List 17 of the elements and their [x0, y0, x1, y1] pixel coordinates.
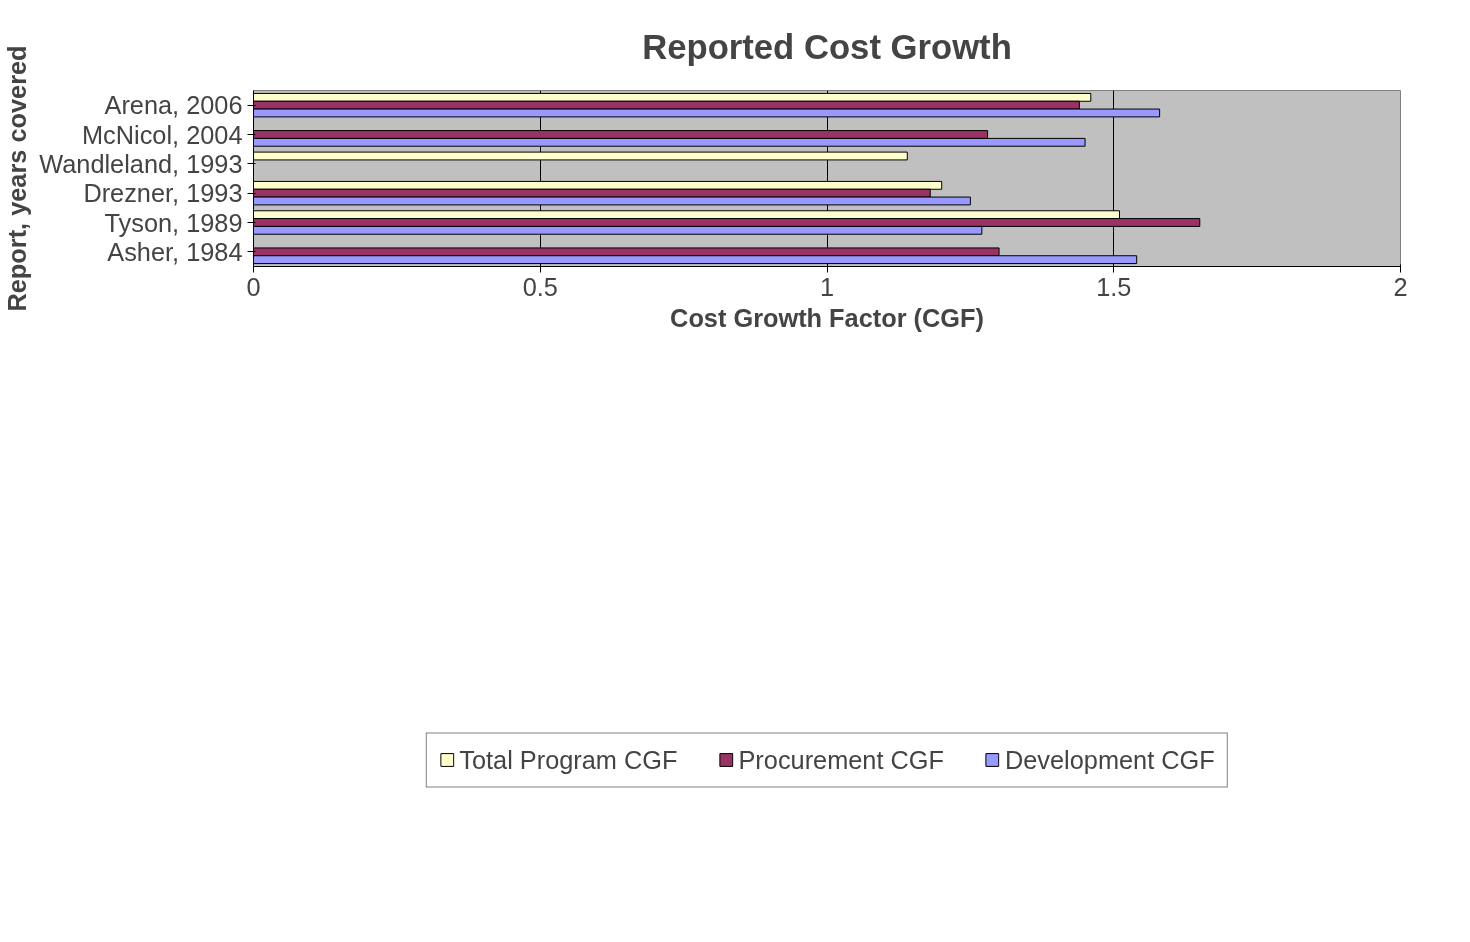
legend-label: Total Program CGF [459, 745, 678, 775]
y-tick-label: Tyson, 1989 [104, 208, 243, 237]
y-tick-label: Arena, 2006 [104, 91, 243, 120]
y-tick-label: Wandleland, 1993 [39, 149, 243, 178]
chart-title: Reported Cost Growth [642, 27, 1012, 66]
x-axis-title: Cost Growth Factor (CGF) [670, 303, 984, 332]
x-tick-label: 0.5 [522, 272, 558, 301]
y-axis-title: Report, years covered [3, 45, 32, 312]
legend-label: Development CGF [1004, 745, 1215, 775]
x-tick-label: 1 [819, 272, 835, 301]
y-tick-label: McNicol, 2004 [82, 120, 243, 149]
x-tick-label: 0 [246, 272, 261, 301]
x-tick-label: 1.5 [1096, 272, 1132, 301]
legend-label: Procurement CGF [738, 745, 944, 775]
y-tick-label: Asher, 1984 [107, 237, 243, 266]
x-tick-label: 2 [1393, 272, 1408, 301]
y-tick-label: Drezner, 1993 [83, 179, 243, 208]
